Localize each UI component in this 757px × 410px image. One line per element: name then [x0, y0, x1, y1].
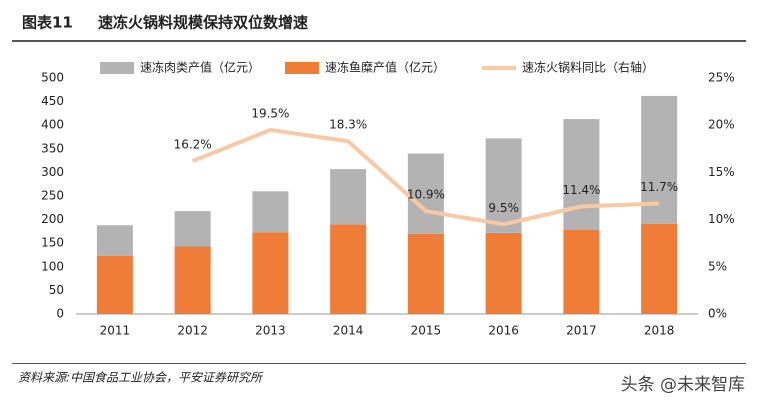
- bar-segment: [252, 232, 289, 314]
- x-tick-label: 2014: [333, 324, 364, 338]
- y2-tick-label: 0%: [708, 307, 727, 321]
- source-rule: [12, 363, 746, 364]
- chart-title: 速冻火锅料规模保持双位数增速: [98, 14, 308, 32]
- data-label: 9.5%: [488, 201, 519, 215]
- x-tick-label: 2018: [644, 324, 675, 338]
- legend-label: 速冻火锅料同比（右轴）: [522, 60, 654, 75]
- y-tick-label: 150: [41, 236, 64, 250]
- bar-segment: [485, 138, 522, 233]
- source-note: 资料来源:中国食品工业协会，平安证券研究所: [18, 371, 264, 385]
- line-series: [191, 127, 660, 227]
- data-label: 11.7%: [640, 180, 678, 194]
- y-tick-label: 100: [41, 259, 64, 273]
- bar-segment: [174, 211, 211, 247]
- bar-segment: [563, 119, 600, 230]
- bar-segment: [407, 153, 444, 234]
- bar-segment: [174, 246, 211, 314]
- data-label: 16.2%: [174, 138, 212, 152]
- data-label: 18.3%: [329, 118, 367, 132]
- y2-tick-label: 10%: [708, 212, 735, 226]
- bar-segment: [252, 191, 289, 233]
- bar-segment: [330, 169, 367, 225]
- legend-swatch: [100, 62, 134, 74]
- y-tick-label: 500: [41, 71, 64, 85]
- title-rule: [12, 40, 746, 42]
- data-label: 19.5%: [251, 106, 289, 120]
- y-tick-label: 350: [41, 141, 64, 155]
- y2-tick-label: 5%: [708, 259, 727, 273]
- y-tick-label: 0: [56, 307, 64, 321]
- bar-segment: [330, 224, 367, 314]
- x-tick-label: 2012: [177, 324, 208, 338]
- y-tick-label: 250: [41, 189, 64, 203]
- bar-segment: [563, 229, 600, 314]
- bar-segment: [407, 233, 444, 314]
- figure-label: 图表11: [22, 14, 73, 32]
- watermark: 头条 @未来智库: [621, 375, 745, 395]
- bar-segment: [96, 225, 133, 256]
- data-label: 11.4%: [562, 183, 600, 197]
- x-tick-label: 2013: [255, 324, 286, 338]
- y-tick-label: 50: [49, 283, 64, 297]
- y2-tick-label: 15%: [708, 165, 735, 179]
- bar-segment: [485, 232, 522, 314]
- x-tick-label: 2016: [488, 324, 519, 338]
- data-label: 10.9%: [407, 188, 445, 202]
- bar-segment: [96, 255, 133, 314]
- x-tick-label: 2011: [100, 324, 131, 338]
- y-tick-label: 450: [41, 94, 64, 108]
- bar-segment: [641, 223, 678, 314]
- y2-tick-label: 25%: [708, 71, 735, 85]
- x-tick-label: 2015: [411, 324, 442, 338]
- x-tick-label: 2017: [566, 324, 597, 338]
- y-tick-label: 300: [41, 165, 64, 179]
- legend-label: 速冻鱼糜产值（亿元）: [325, 60, 445, 75]
- y-tick-label: 400: [41, 118, 64, 132]
- legend-swatch: [285, 62, 319, 74]
- legend-label: 速冻肉类产值（亿元）: [140, 60, 260, 75]
- y-tick-label: 200: [41, 212, 64, 226]
- y2-tick-label: 20%: [708, 118, 735, 132]
